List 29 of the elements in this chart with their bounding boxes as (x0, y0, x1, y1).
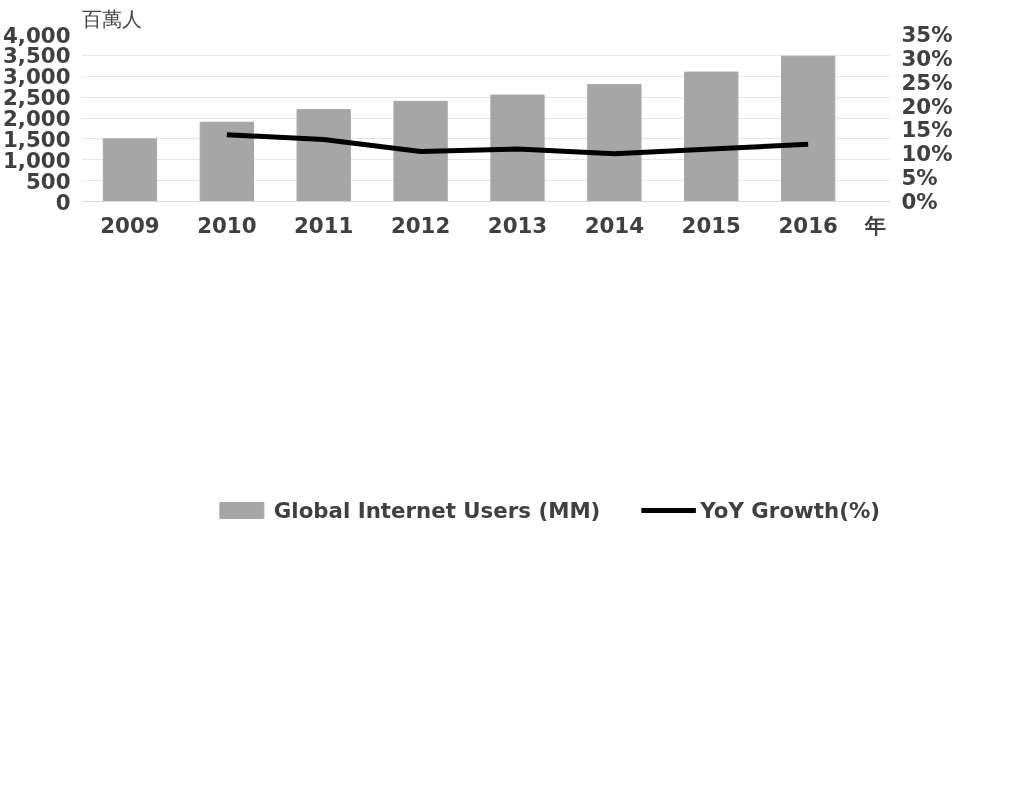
bar (490, 94, 545, 202)
legend-label: YoY Growth(%) (700, 497, 880, 523)
x-axis-title: 年 (864, 212, 887, 238)
y2-tick-label: 10% (901, 141, 953, 167)
bar (781, 55, 836, 202)
x-tick-label: 2011 (294, 212, 354, 238)
bar (296, 109, 351, 202)
bar (587, 84, 642, 202)
y-axis-title: 百萬人 (81, 7, 142, 30)
x-tick-label: 2012 (390, 212, 451, 238)
bar (684, 71, 739, 202)
y2-tick-label: 0% (901, 189, 938, 214)
y-tick-label: 4,000 (3, 22, 71, 48)
x-tick-label: 2013 (487, 212, 548, 238)
bar (199, 121, 254, 202)
legend-label: Global Internet Users (MM) (273, 497, 601, 523)
x-tick-label: 2016 (778, 212, 838, 238)
bar (102, 138, 158, 202)
y2-tick-label: 15% (901, 117, 953, 143)
x-tick-label: 2009 (100, 212, 160, 238)
y2-tick-label: 35% (901, 22, 953, 47)
x-tick-label: 2010 (197, 212, 257, 238)
y2-tick-label: 20% (901, 93, 953, 119)
y2-tick-label: 25% (901, 69, 953, 95)
x-tick-label: 2015 (681, 212, 741, 238)
y2-tick-label: 30% (901, 45, 953, 71)
bar (393, 100, 448, 202)
y2-tick-label: 5% (901, 165, 938, 191)
x-tick-label: 2014 (584, 212, 645, 238)
